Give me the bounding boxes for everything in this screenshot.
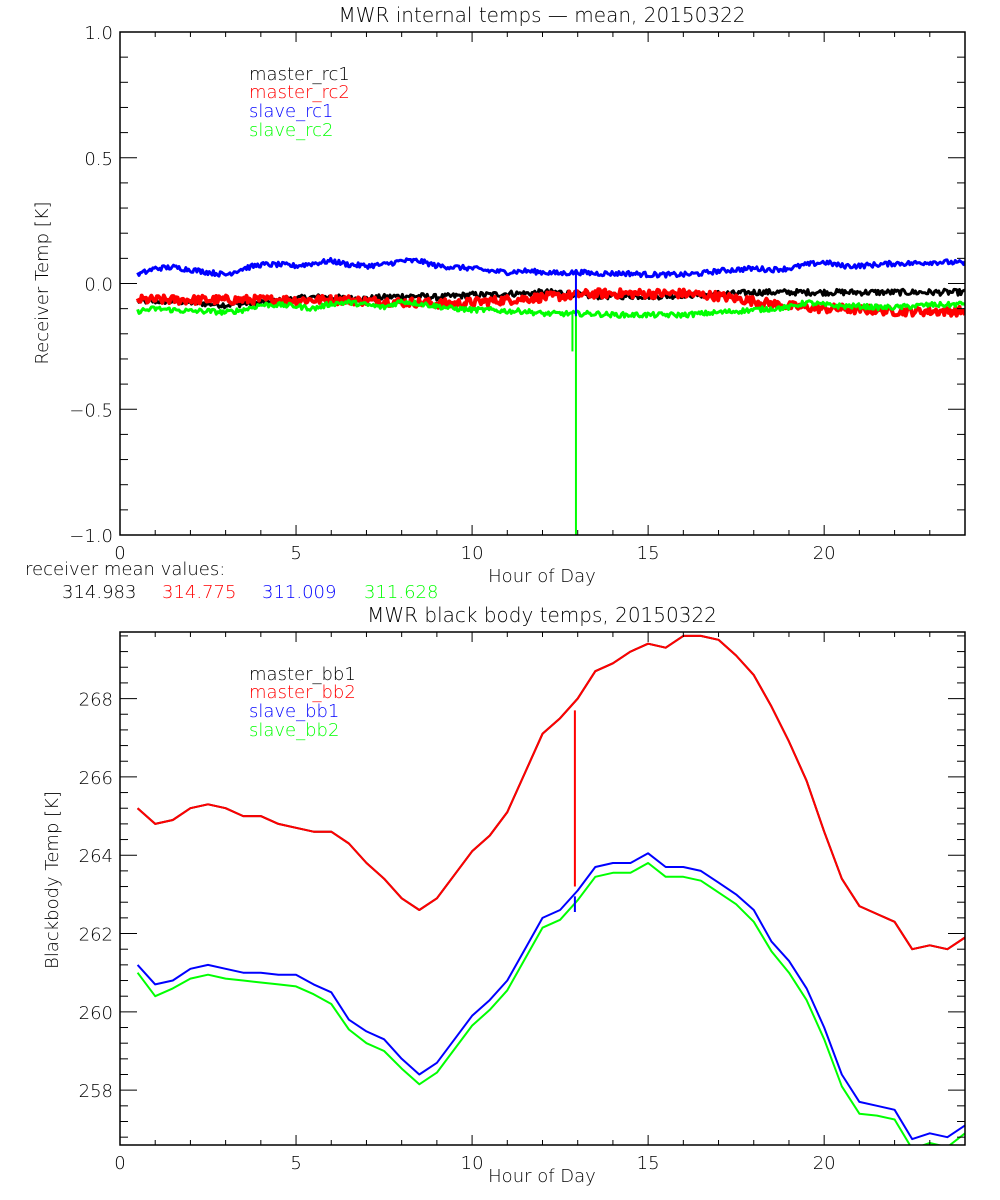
receiver-mean-value: 311.009 [262, 582, 336, 603]
x-tick-label: 20 [813, 543, 836, 564]
y-tick-label: −0.5 [69, 400, 113, 421]
plot-area [135, 257, 965, 535]
y-tick-label: 262 [79, 925, 113, 946]
x-tick-label: 5 [290, 1153, 301, 1174]
series-line-master-rc2 [135, 287, 965, 318]
y-axis-label: Blackbody Temp [K] [42, 791, 63, 969]
series-line-master-bb2 [136, 634, 965, 951]
series-line-slave-rc1 [136, 257, 965, 279]
legend-entry: slave_bb2 [249, 720, 339, 741]
series-line-slave-bb2 [136, 862, 965, 1145]
legend-entry: master_bb2 [249, 682, 356, 703]
receiver-mean-value: 314.775 [162, 582, 236, 603]
axis-ticks: 0 5 10 15 20 −1.0 −0.5 0.0 0.5 1.0 [69, 23, 966, 564]
y-axis-label: Receiver Temp [K] [32, 201, 53, 364]
y-tick-label: 0.0 [84, 275, 113, 296]
x-tick-label: 10 [461, 543, 484, 564]
legend: master_bb1 master_bb2 slave_bb1 slave_bb… [249, 664, 356, 741]
x-tick-label: 15 [637, 1153, 660, 1174]
x-tick-label: 10 [461, 1153, 484, 1174]
x-tick-label: 15 [637, 543, 660, 564]
receiver-means: receiver mean values: 314.983 314.775 31… [25, 559, 438, 603]
x-tick-label: 0 [114, 543, 125, 564]
legend-entry: master_rc1 [249, 64, 350, 85]
chart-title: MWR internal temps — mean, 20150322 [338, 3, 745, 27]
series-line-slave-bb1 [136, 852, 965, 1141]
x-tick-label: 5 [290, 543, 301, 564]
y-tick-label: 260 [79, 1003, 113, 1024]
legend: master_rc1 master_rc2 slave_rc1 slave_rc… [249, 64, 350, 141]
y-tick-label: 1.0 [84, 23, 113, 44]
receiver-mean-value: 314.983 [62, 582, 136, 603]
x-axis-label: Hour of Day [488, 1166, 596, 1187]
panel-blackbody-temps: MWR black body temps, 20150322 0 5 10 15 20 2… [42, 603, 966, 1187]
receiver-mean-value: 311.628 [364, 582, 438, 603]
panel-internal-temps: MWR internal temps — mean, 20150322 0 5 10… [25, 3, 966, 603]
x-axis-label: Hour of Day [488, 566, 596, 587]
series-group [136, 634, 965, 1145]
x-tick-label: 0 [114, 1153, 125, 1174]
series-group [135, 257, 965, 535]
legend-entry: slave_rc1 [249, 101, 334, 122]
legend-entry: slave_rc2 [249, 120, 334, 141]
legend-entry: master_rc2 [249, 82, 350, 103]
legend-entry: master_bb1 [249, 664, 356, 685]
y-tick-label: 264 [79, 846, 113, 867]
receiver-means-label: receiver mean values: [25, 559, 225, 580]
y-tick-label: 0.5 [84, 149, 113, 170]
y-tick-label: −1.0 [69, 526, 113, 547]
axis-ticks: 0 5 10 15 20 258 260 262 264 266 268 [79, 632, 966, 1174]
legend-entry: slave_bb1 [249, 701, 339, 722]
y-tick-label: 266 [79, 768, 113, 789]
y-tick-label: 258 [79, 1081, 113, 1102]
series-line-slave-rc2 [136, 298, 965, 319]
plot-area [136, 634, 965, 1145]
chart-title: MWR black body temps, 20150322 [367, 603, 717, 627]
y-tick-label: 268 [79, 690, 113, 711]
x-tick-label: 20 [813, 1153, 836, 1174]
plot-frame [119, 31, 966, 536]
plot-frame [119, 631, 966, 1146]
